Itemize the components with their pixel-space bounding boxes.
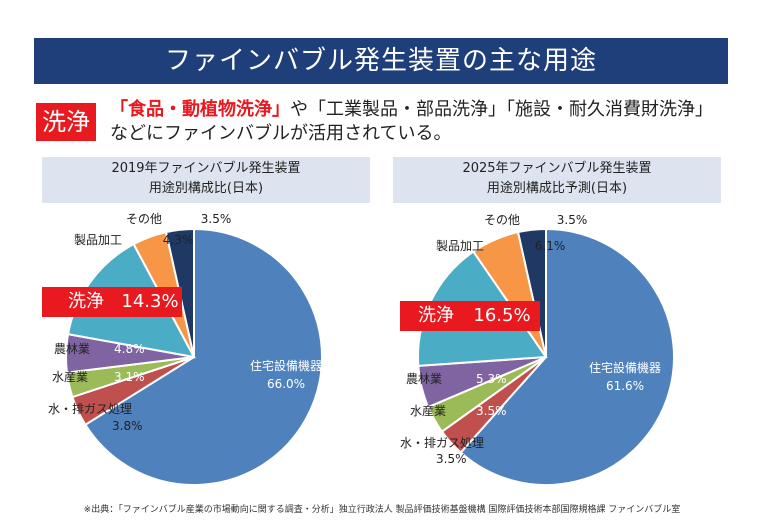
slice-label: 洗浄: [418, 305, 454, 326]
cleaning-callout-box: [400, 301, 540, 331]
slice-label: 住宅設備機器: [250, 358, 322, 373]
pie-chart-2019: 住宅設備機器 66.0% 水・排ガス処理 3.8% 水産業 3.1% 農林業 4.8% 洗浄 14…: [42, 212, 323, 486]
slice-value: 3.5%: [436, 452, 467, 466]
intro-text-1: や「工業製品・部品洗浄」「施設・耐久消費財洗浄」: [290, 99, 713, 120]
chart-title-line1: 2019年ファインバブル発生装置: [111, 161, 301, 176]
pie-chart-2025: 住宅設備機器 61.6% 水・排ガス処理 3.5% 水産業 3.5% 農林業 5.3% 洗浄 16…: [400, 213, 675, 486]
slice-value: 3.5%: [557, 213, 588, 227]
slice-value: 4.8%: [114, 342, 145, 356]
slice-label: 水産業: [52, 369, 88, 384]
chart-title-2019: 2019年ファインバブル発生装置 用途別構成比(日本): [42, 157, 370, 203]
slice-label: 洗浄: [68, 291, 104, 312]
slice-label: 水・排ガス処理: [48, 402, 132, 416]
slice-value: 6.1%: [535, 239, 566, 253]
slice-label: 水産業: [410, 403, 446, 418]
slice-value: 3.1%: [114, 370, 145, 384]
cleaning-callout-box: [42, 287, 182, 317]
footnote: ※出典：「ファインバブル産業の市場動向に関する調査・分析」独立行政法人 製品評価…: [83, 505, 681, 515]
page-title: ファインバブル発生装置の主な用途: [34, 38, 728, 84]
slice-value: 3.5%: [476, 404, 507, 418]
slice-value: 66.0%: [267, 377, 305, 391]
pie-slice-0: [459, 227, 675, 486]
slice-label: 農林業: [54, 342, 90, 356]
chart-title-line1: 2025年ファインバブル発生装置: [462, 161, 652, 176]
slice-value: 3.8%: [112, 419, 143, 433]
slice-label: 住宅設備機器: [589, 360, 661, 375]
slice-label: 製品加工: [436, 239, 484, 253]
slice-label: その他: [126, 212, 162, 226]
slice-value: 3.5%: [201, 212, 232, 226]
intro-text: 「食品・動植物洗浄」や「工業製品・部品洗浄」「施設・耐久消費財洗浄」 などにファ…: [110, 98, 730, 146]
chart-title-line2: 用途別構成比予測(日本): [486, 181, 628, 196]
slice-value: 4.3%: [163, 233, 194, 247]
pie-slice-0: [83, 227, 323, 486]
intro-highlight: 「食品・動植物洗浄」: [110, 99, 290, 120]
slice-value: 14.3%: [121, 291, 178, 312]
chart-title-2025: 2025年ファインバブル発生装置 用途別構成比予測(日本): [393, 157, 721, 203]
slice-value: 61.6%: [606, 379, 644, 393]
slice-label: 農林業: [406, 372, 442, 386]
slice-label: その他: [484, 213, 520, 227]
slice-label: 製品加工: [74, 233, 122, 247]
chart-title-line2: 用途別構成比(日本): [148, 181, 264, 196]
slice-value: 5.3%: [476, 372, 507, 386]
intro-text-2: などにファインバブルが活用されている。: [110, 123, 452, 144]
slice-label: 水・排ガス処理: [400, 436, 484, 450]
slice-value: 16.5%: [473, 305, 530, 326]
cleaning-tag: 洗浄: [36, 103, 96, 141]
